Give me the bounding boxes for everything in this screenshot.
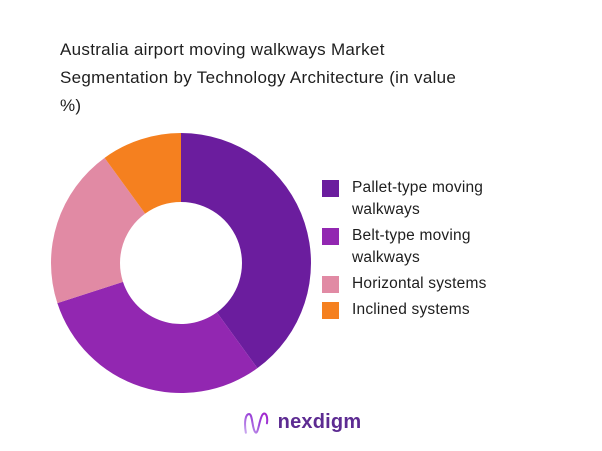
donut-chart-area — [50, 132, 312, 394]
legend-label-horizontal: Horizontal systems — [352, 275, 487, 292]
legend-item-pallet-type: Pallet-type moving walkways — [322, 177, 516, 221]
chart-title-line-2: Segmentation by Technology Architecture … — [60, 68, 457, 87]
donut-segment-2 — [57, 281, 258, 393]
legend-swatch-belt-type — [322, 228, 339, 245]
legend-swatch-horizontal — [322, 276, 339, 293]
legend-item-belt-type: Belt-type moving walkways — [322, 225, 516, 269]
legend-item-horizontal: Horizontal systems — [322, 273, 516, 295]
legend-label-inclined: Inclined systems — [352, 301, 470, 318]
chart-legend: Pallet-type moving walkways Belt-type mo… — [322, 177, 516, 325]
legend-swatch-pallet-type — [322, 180, 339, 197]
chart-title-line-1: Australia airport moving walkways Market — [60, 40, 385, 59]
donut-segment-4 — [104, 133, 181, 214]
legend-label-belt-type: Belt-type moving walkways — [352, 227, 471, 266]
nexdigm-logo-text: nexdigm — [277, 410, 362, 433]
legend-label-pallet-type: Pallet-type moving walkways — [352, 179, 484, 218]
donut-segment-3 — [50, 157, 146, 304]
legend-swatch-inclined — [322, 302, 339, 319]
chart-title-line-3: %) — [60, 96, 82, 115]
donut-chart — [50, 133, 311, 393]
nexdigm-logo-icon — [243, 412, 268, 434]
footer: nexdigm — [0, 407, 602, 437]
chart-title: Australia airport moving walkways Market… — [60, 36, 565, 120]
donut-segment-1 — [181, 133, 311, 369]
legend-item-inclined: Inclined systems — [322, 299, 516, 321]
